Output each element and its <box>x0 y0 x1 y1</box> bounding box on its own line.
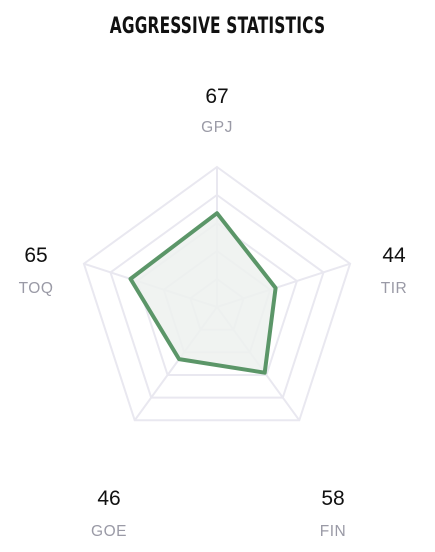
radar-series <box>128 211 278 375</box>
value-label-goe: 46 <box>97 487 120 510</box>
value-label-toq: 65 <box>24 244 47 267</box>
axis-label-goe: GOE <box>91 523 127 540</box>
grid-ring-5 <box>82 165 352 422</box>
grid-ring-4 <box>109 193 325 399</box>
series-polygon <box>128 211 278 375</box>
value-label-fin: 58 <box>321 487 344 510</box>
axis-label-fin: FIN <box>320 523 346 540</box>
chart-title: AGGRESSIVE STATISTICS <box>109 14 326 39</box>
axis-label-toq: TOQ <box>19 280 54 297</box>
value-label-gpj: 67 <box>205 85 228 108</box>
axis-label-tir: TIR <box>381 280 407 297</box>
radar-labels: 67 GPJ 44 TIR 58 FIN 46 GOE 65 TOQ <box>19 85 407 540</box>
axis-label-gpj: GPJ <box>201 119 233 136</box>
value-label-tir: 44 <box>382 244 406 267</box>
